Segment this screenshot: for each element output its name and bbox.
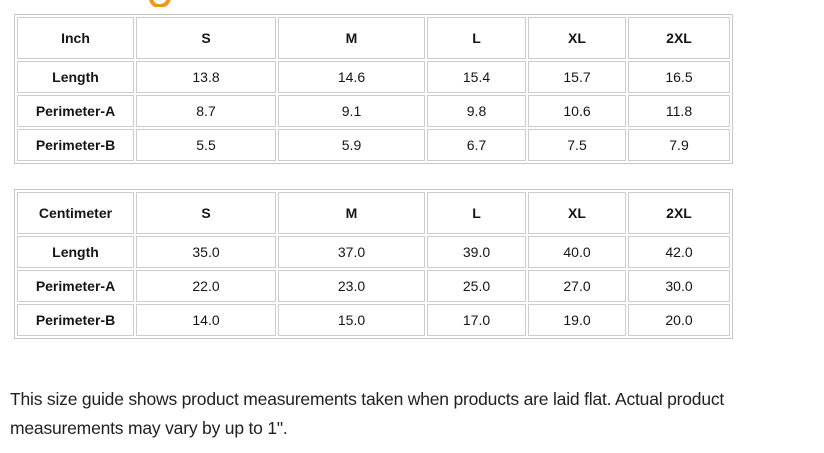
size-guide-content: Inch S M L XL 2XL Length 13.8 14.6 15.4 … <box>10 14 824 443</box>
heading-letter-bowl-shape <box>149 0 171 7</box>
value-cell: 5.9 <box>278 129 425 161</box>
value-cell: 22.0 <box>136 270 276 302</box>
size-guide-note-line: This size guide shows product measuremen… <box>10 389 725 409</box>
size-header-cell: 2XL <box>628 192 730 234</box>
value-cell: 7.9 <box>628 129 730 161</box>
value-cell: 35.0 <box>136 236 276 268</box>
value-cell: 39.0 <box>427 236 526 268</box>
value-cell: 10.6 <box>528 95 626 127</box>
value-cell: 20.0 <box>628 304 730 336</box>
size-header-cell: L <box>427 192 526 234</box>
row-label-cell: Perimeter-A <box>17 95 134 127</box>
value-cell: 40.0 <box>528 236 626 268</box>
table-row: Perimeter-B 14.0 15.0 17.0 19.0 20.0 <box>17 304 730 336</box>
value-cell: 37.0 <box>278 236 425 268</box>
size-header-cell: M <box>278 17 425 59</box>
table-row: Perimeter-A 8.7 9.1 9.8 10.6 11.8 <box>17 95 730 127</box>
value-cell: 17.0 <box>427 304 526 336</box>
value-cell: 42.0 <box>628 236 730 268</box>
size-table-centimeter: Centimeter S M L XL 2XL Length 35.0 37.0… <box>14 189 733 339</box>
size-table-inch: Inch S M L XL 2XL Length 13.8 14.6 15.4 … <box>14 14 733 164</box>
row-label-cell: Length <box>17 61 134 93</box>
value-cell: 9.8 <box>427 95 526 127</box>
size-header-cell: L <box>427 17 526 59</box>
value-cell: 14.0 <box>136 304 276 336</box>
value-cell: 25.0 <box>427 270 526 302</box>
value-cell: 9.1 <box>278 95 425 127</box>
size-header-cell: XL <box>528 192 626 234</box>
size-header-cell: M <box>278 192 425 234</box>
size-header-cell: S <box>136 17 276 59</box>
row-label-cell: Perimeter-B <box>17 129 134 161</box>
value-cell: 6.7 <box>427 129 526 161</box>
row-label-cell: Perimeter-A <box>17 270 134 302</box>
row-label-cell: Length <box>17 236 134 268</box>
table-row: Length 13.8 14.6 15.4 15.7 16.5 <box>17 61 730 93</box>
size-guide-note: This size guide shows product measuremen… <box>10 385 824 443</box>
size-header-cell: XL <box>528 17 626 59</box>
partial-heading-letter <box>149 0 173 7</box>
value-cell: 27.0 <box>528 270 626 302</box>
table-row: Perimeter-A 22.0 23.0 25.0 27.0 30.0 <box>17 270 730 302</box>
unit-header-cell: Inch <box>17 17 134 59</box>
unit-header-cell: Centimeter <box>17 192 134 234</box>
size-guide-note-line: measurements may vary by up to 1". <box>10 418 288 438</box>
row-label-cell: Perimeter-B <box>17 304 134 336</box>
value-cell: 15.0 <box>278 304 425 336</box>
value-cell: 15.7 <box>528 61 626 93</box>
table-row: Perimeter-B 5.5 5.9 6.7 7.5 7.9 <box>17 129 730 161</box>
value-cell: 15.4 <box>427 61 526 93</box>
value-cell: 19.0 <box>528 304 626 336</box>
value-cell: 23.0 <box>278 270 425 302</box>
value-cell: 16.5 <box>628 61 730 93</box>
value-cell: 11.8 <box>628 95 730 127</box>
size-header-cell: S <box>136 192 276 234</box>
table-row: Length 35.0 37.0 39.0 40.0 42.0 <box>17 236 730 268</box>
value-cell: 13.8 <box>136 61 276 93</box>
value-cell: 7.5 <box>528 129 626 161</box>
value-cell: 8.7 <box>136 95 276 127</box>
header-row: Inch S M L XL 2XL <box>17 17 730 59</box>
value-cell: 14.6 <box>278 61 425 93</box>
value-cell: 30.0 <box>628 270 730 302</box>
size-header-cell: 2XL <box>628 17 730 59</box>
value-cell: 5.5 <box>136 129 276 161</box>
header-row: Centimeter S M L XL 2XL <box>17 192 730 234</box>
